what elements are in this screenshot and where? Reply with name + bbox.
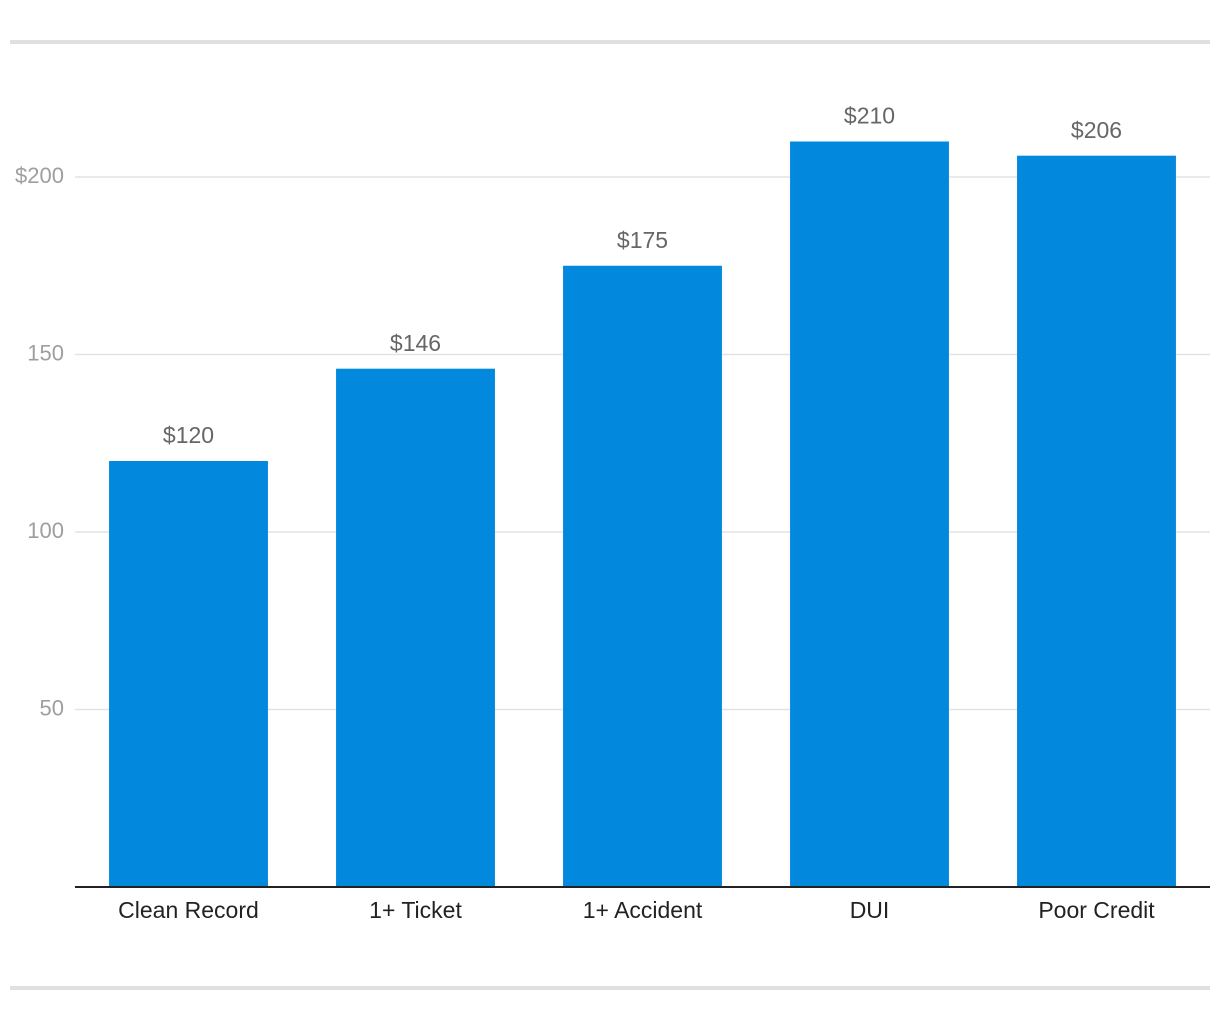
y-tick-label: 50 (40, 695, 64, 720)
bar (1017, 155, 1176, 887)
x-tick-label: DUI (850, 897, 890, 923)
y-tick-label: $200 (15, 163, 64, 188)
bar (336, 368, 495, 887)
x-tick-label: Clean Record (118, 897, 259, 923)
y-tick-label: 100 (27, 518, 64, 543)
x-tick-label: Poor Credit (1038, 897, 1155, 923)
x-tick-label: 1+ Ticket (369, 897, 462, 923)
bar (109, 461, 268, 887)
x-tick-label: 1+ Accident (583, 897, 703, 923)
value-label: $175 (617, 227, 668, 253)
value-label: $146 (390, 330, 441, 356)
value-label: $206 (1071, 117, 1122, 143)
bar (790, 141, 949, 887)
bar (563, 265, 722, 887)
y-tick-label: 150 (27, 340, 64, 365)
value-label: $210 (844, 103, 895, 129)
value-label: $120 (163, 422, 214, 448)
